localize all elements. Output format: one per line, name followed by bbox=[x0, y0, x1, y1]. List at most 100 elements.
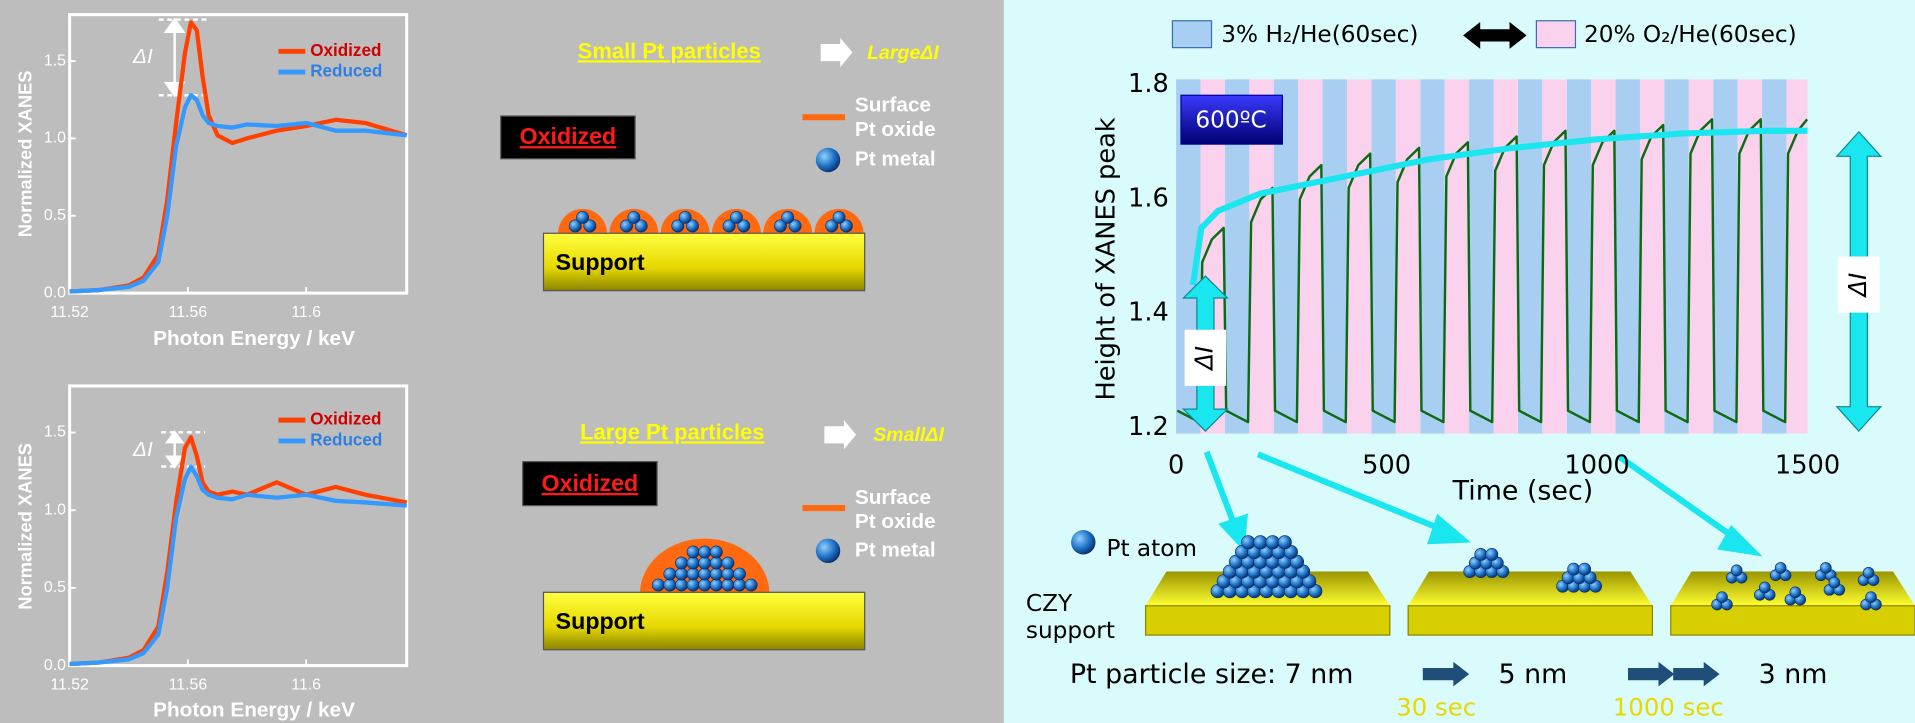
pt-atom bbox=[737, 219, 751, 233]
pt-atom bbox=[1567, 562, 1581, 576]
x-tick-label: 11.52 bbox=[50, 304, 89, 321]
y-tick-label: 0.5 bbox=[44, 207, 66, 224]
gas-band bbox=[1786, 79, 1808, 434]
temp-box bbox=[1180, 94, 1283, 145]
legend-ball bbox=[815, 147, 841, 173]
pt-atom bbox=[1716, 591, 1728, 604]
gas-band bbox=[1444, 79, 1470, 434]
pt-atom bbox=[1862, 566, 1875, 579]
size-label: Pt particle size: 7 nm bbox=[1070, 659, 1354, 690]
pt-atom bbox=[733, 567, 746, 581]
pt-atom bbox=[1828, 576, 1841, 589]
support-top bbox=[1408, 571, 1653, 606]
x-tick-label: 11.6 bbox=[291, 676, 321, 693]
gas-band bbox=[1347, 79, 1372, 434]
annotation: ΔI bbox=[1843, 273, 1872, 299]
pt-atom bbox=[1820, 562, 1832, 574]
delta-box bbox=[1184, 329, 1227, 386]
legend-text: Pt metal bbox=[855, 147, 936, 170]
support-label: Support bbox=[556, 249, 645, 275]
legend-label: Reduced bbox=[310, 62, 382, 81]
gas-band bbox=[1664, 79, 1689, 434]
panel-bottom: Large Pt particles SmallΔI Oxidized Surf… bbox=[522, 419, 944, 651]
pt-atom bbox=[686, 545, 700, 559]
series-line bbox=[69, 435, 408, 667]
pt-atom bbox=[721, 556, 735, 570]
state-label: Oxidized bbox=[542, 470, 639, 496]
legend-label: Reduced bbox=[310, 430, 382, 449]
legend-text: Surface bbox=[855, 94, 931, 117]
pt-atom bbox=[1253, 535, 1268, 550]
y-tick-label: 1.2 bbox=[1128, 412, 1169, 442]
gas-band bbox=[1420, 79, 1445, 434]
pt-atom bbox=[651, 578, 665, 592]
annotation: ΔI bbox=[1189, 346, 1218, 372]
series-line bbox=[1189, 127, 1808, 286]
y-axis-label: Height of XANES peak bbox=[1092, 117, 1122, 400]
pt-atom bbox=[1774, 562, 1787, 574]
pt-atom bbox=[781, 210, 795, 224]
y-axis-label: Normalized XANES bbox=[15, 71, 36, 238]
gas-band bbox=[1371, 79, 1396, 434]
step-arrows bbox=[1422, 661, 1720, 687]
state-label: Oxidized bbox=[520, 123, 617, 149]
pt-atom bbox=[698, 545, 712, 559]
pt-atom bbox=[730, 210, 743, 224]
x-axis-label: Photon Energy / keV bbox=[153, 698, 355, 721]
support-label: Support bbox=[556, 608, 645, 634]
legend-label: 3% H₂/He(60sec) bbox=[1221, 21, 1418, 48]
state-box bbox=[522, 461, 658, 507]
legend-ball bbox=[1071, 530, 1096, 555]
y-tick-label: 1.5 bbox=[44, 52, 66, 69]
y-tick-label: 1.4 bbox=[1128, 298, 1169, 328]
legend-label: Oxidized bbox=[310, 41, 381, 60]
gas-band bbox=[1322, 79, 1348, 434]
pt-atom bbox=[1241, 535, 1256, 550]
legend-swatch bbox=[1535, 20, 1577, 49]
x-tick-label: 11.52 bbox=[50, 676, 89, 693]
series-line bbox=[1176, 118, 1809, 424]
pt-atom bbox=[839, 219, 853, 233]
y-tick-label: 1.6 bbox=[1128, 183, 1169, 213]
legend-text: Surface bbox=[855, 486, 931, 509]
pt-atom bbox=[686, 567, 700, 581]
legend-ball bbox=[815, 538, 841, 564]
pt-atom bbox=[678, 210, 692, 224]
y-tick-label: 0.0 bbox=[44, 657, 66, 674]
gas-band bbox=[1517, 79, 1543, 434]
atom-label: Pt atom bbox=[1106, 535, 1197, 562]
gas-band bbox=[1298, 79, 1323, 434]
switch-arrow bbox=[1463, 21, 1527, 49]
y-tick-label: 1.0 bbox=[44, 130, 66, 147]
pt-atom bbox=[698, 556, 712, 570]
plot-frame bbox=[68, 13, 409, 295]
particles bbox=[558, 208, 864, 234]
gas-band bbox=[1493, 79, 1518, 434]
x-tick-label: 0 bbox=[1168, 451, 1184, 481]
pt-atom bbox=[709, 578, 723, 592]
pt-atom bbox=[568, 219, 582, 233]
x-tick-label: 1500 bbox=[1775, 451, 1840, 481]
pt-atom bbox=[675, 578, 688, 592]
pt-atom bbox=[1485, 548, 1499, 561]
series-line bbox=[69, 464, 407, 667]
gas-band bbox=[1469, 79, 1494, 434]
state-box bbox=[500, 115, 636, 160]
x-tick-label: 11.56 bbox=[169, 304, 208, 321]
legend-text: Pt oxide bbox=[855, 118, 936, 141]
pt-atom bbox=[663, 567, 677, 581]
x-tick-label: 500 bbox=[1362, 451, 1411, 481]
legend-text: Pt oxide bbox=[855, 510, 936, 533]
y-tick-label: 1.5 bbox=[44, 424, 66, 441]
pt-atom bbox=[675, 556, 688, 570]
annotation: ΔI bbox=[132, 438, 153, 461]
pt-atom bbox=[709, 567, 723, 581]
pt-atom bbox=[1789, 586, 1802, 599]
plot-frame bbox=[68, 384, 409, 668]
x-tick-label: 1000 bbox=[1564, 451, 1629, 481]
pointer-arrows bbox=[1203, 450, 1763, 557]
time-label: 30 sec bbox=[1396, 692, 1476, 721]
y-axis-label: Normalized XANES bbox=[15, 443, 36, 610]
y-tick-label: 0.5 bbox=[44, 579, 66, 596]
support-front bbox=[1407, 605, 1654, 636]
